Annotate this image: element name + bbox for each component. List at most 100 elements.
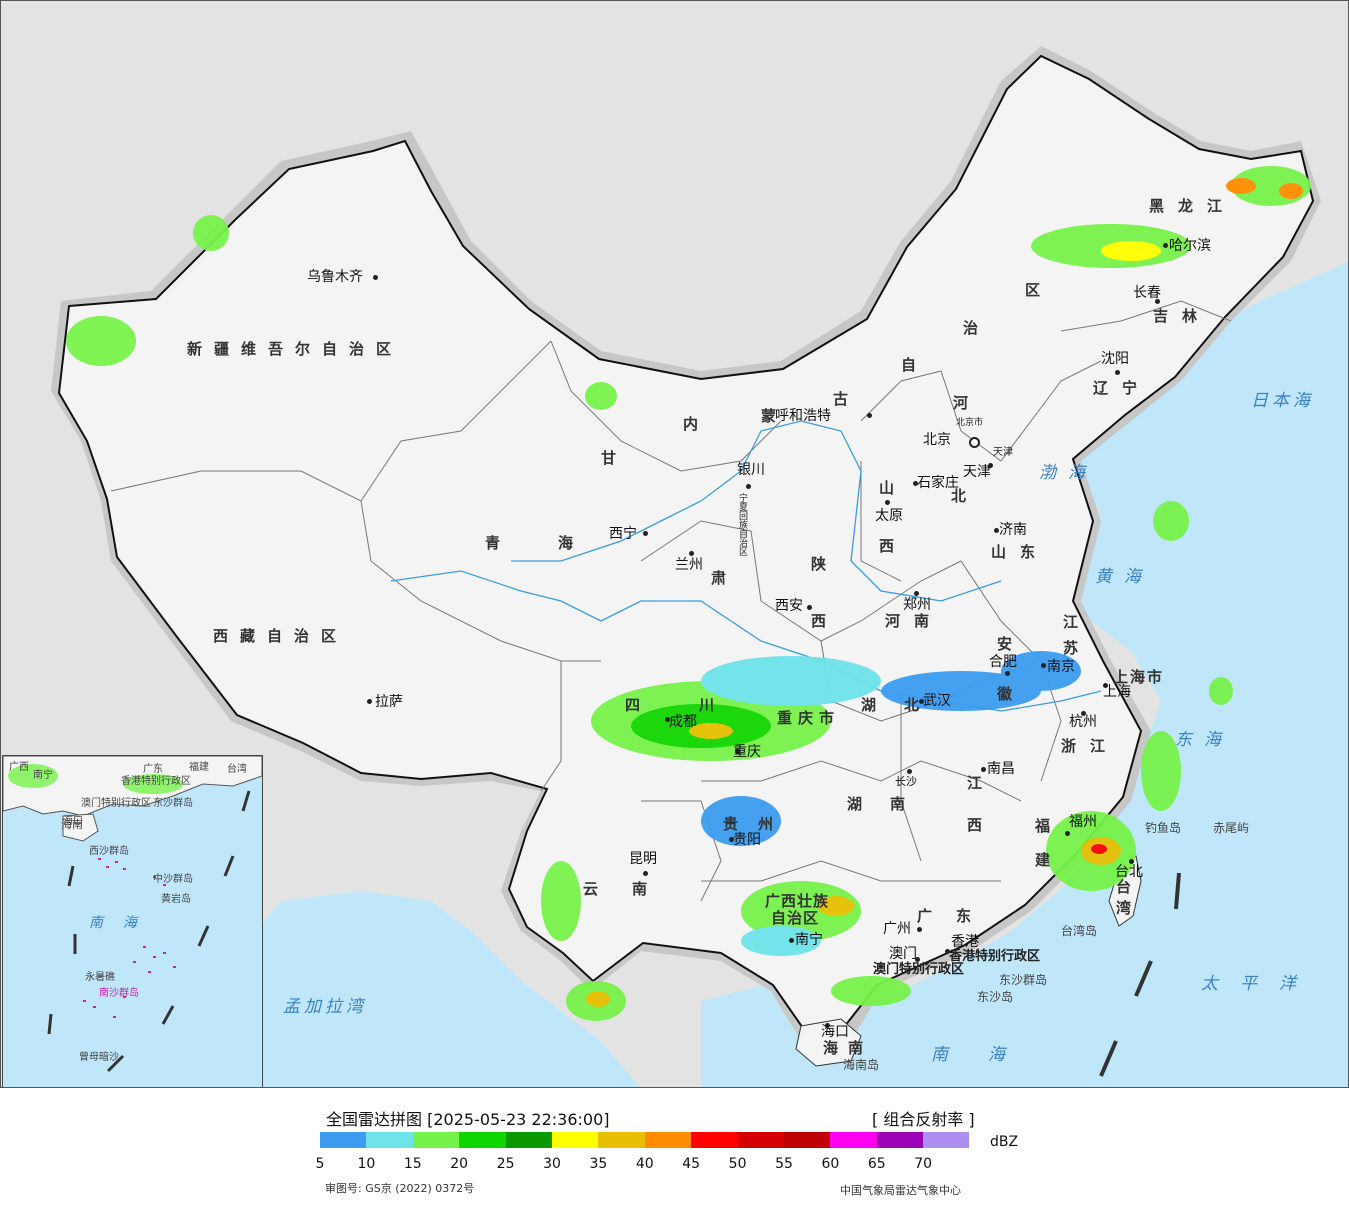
city-dot bbox=[735, 749, 740, 754]
city-xining: 西宁 bbox=[609, 526, 637, 542]
city-yinchuan: 银川 bbox=[737, 462, 765, 478]
sea-bengal: 孟加拉湾 bbox=[283, 997, 367, 1017]
region-hunan: 湖南 bbox=[847, 795, 934, 813]
city-lanzhou: 兰州 bbox=[675, 557, 703, 573]
city-nanchang: 南昌 bbox=[987, 761, 1015, 777]
city-beijing: 北京 bbox=[923, 432, 951, 448]
color-swatch bbox=[551, 1132, 599, 1148]
scale-tick-label: 10 bbox=[357, 1156, 376, 1172]
inset-guangdong: 广东 bbox=[143, 764, 163, 775]
city-dot bbox=[981, 767, 986, 772]
city-guangzhou: 广州 bbox=[883, 921, 911, 937]
city-jinan: 济南 bbox=[999, 522, 1027, 538]
region-hebei-2: 北 bbox=[951, 487, 981, 505]
region-ningxia: 宁夏回族自治区 bbox=[737, 493, 747, 556]
region-anhui-1: 安 bbox=[997, 635, 1027, 653]
city-dot bbox=[807, 605, 812, 610]
city-dot bbox=[1129, 859, 1134, 864]
region-jiangsu-1: 江 bbox=[1063, 613, 1093, 631]
sea-bohai: 渤海 bbox=[1039, 463, 1097, 483]
city-dot bbox=[917, 927, 922, 932]
city-dot bbox=[1065, 831, 1070, 836]
scale-tick-label: 35 bbox=[589, 1156, 608, 1172]
ocean-bengal bbox=[181, 891, 640, 1087]
inset-nansha: 南沙群岛 bbox=[99, 988, 139, 999]
legend-title: 全国雷达拼图 [2025-05-23 22:36:00] bbox=[326, 1110, 610, 1129]
region-jiangxi-2: 西 bbox=[967, 816, 997, 834]
city-guiyang: 贵阳 bbox=[733, 832, 761, 848]
inset-haikou: 海口 bbox=[63, 816, 83, 827]
region-qinghai-1: 青 bbox=[485, 534, 515, 552]
city-kunming: 昆明 bbox=[629, 851, 657, 867]
region-sichuan-2: 川 bbox=[699, 696, 729, 714]
inset-hk: 香港特别行政区 bbox=[121, 776, 191, 787]
inset-guangxi: 广西 bbox=[9, 762, 29, 773]
region-guizhou: 贵州 bbox=[723, 815, 794, 833]
city-chongqing: 重庆 bbox=[733, 744, 761, 760]
scale-tick-label: 5 bbox=[315, 1156, 325, 1172]
color-swatch bbox=[691, 1132, 738, 1148]
city-dot bbox=[1155, 299, 1160, 304]
region-jiangsu-2: 苏 bbox=[1063, 639, 1093, 657]
region-fujian-2: 建 bbox=[1035, 851, 1065, 869]
city-chengdu: 成都 bbox=[669, 714, 697, 730]
city-dot bbox=[1103, 683, 1108, 688]
city-dot bbox=[915, 957, 920, 962]
inset-xisha: 西沙群岛 bbox=[89, 846, 129, 857]
legend: 全国雷达拼图 [2025-05-23 22:36:00] [ 组合反射率 ] 5… bbox=[0, 1088, 1349, 1208]
color-swatch bbox=[737, 1132, 784, 1148]
region-hebei-1: 河 bbox=[953, 394, 983, 412]
region-taiwan: 台湾 bbox=[1114, 879, 1132, 921]
inset-nanning: 南宁 bbox=[33, 770, 53, 781]
scale-tick-label: 65 bbox=[867, 1156, 886, 1172]
color-swatch bbox=[598, 1132, 645, 1148]
color-swatch bbox=[505, 1132, 552, 1148]
city-changchun: 长春 bbox=[1133, 285, 1161, 301]
region-yunnan: 云南 bbox=[583, 880, 682, 898]
map-graphics bbox=[51, 46, 1348, 1087]
city-wuhan: 武汉 bbox=[923, 693, 951, 709]
region-fujian-1: 福 bbox=[1035, 817, 1065, 835]
radar-echoes bbox=[66, 166, 1311, 1021]
city-macau: 澳门 bbox=[889, 946, 917, 962]
region-chongqing: 重庆市 bbox=[777, 709, 841, 727]
inset-macau: 澳门特别行政区 bbox=[81, 798, 151, 809]
scale-tick-label: 60 bbox=[821, 1156, 840, 1172]
scale-tick-label: 50 bbox=[728, 1156, 747, 1172]
scale-tick-label: 15 bbox=[403, 1156, 422, 1172]
color-swatch bbox=[366, 1132, 413, 1148]
island-dongsha-group: 东沙群岛 bbox=[999, 973, 1048, 987]
sea-donghai: 东海 bbox=[1175, 730, 1233, 750]
color-scale-ticks: 5 10 15 20 25 30 35 40 45 50 55 60 65 70 bbox=[300, 1156, 980, 1172]
inset-huangyan: 黄岩岛 bbox=[161, 894, 191, 905]
ocean bbox=[701, 261, 1348, 1087]
region-shandong: 山东 bbox=[991, 543, 1050, 561]
city-dot bbox=[1115, 370, 1120, 375]
city-shenyang: 沈阳 bbox=[1101, 351, 1129, 367]
city-dot bbox=[367, 699, 372, 704]
city-dot bbox=[945, 949, 950, 954]
scale-tick-label: 40 bbox=[635, 1156, 654, 1172]
city-dot bbox=[867, 413, 872, 418]
color-swatch bbox=[320, 1132, 367, 1148]
region-sichuan-1: 四 bbox=[625, 696, 655, 714]
city-dot bbox=[1041, 663, 1046, 668]
region-henan: 河南 bbox=[885, 612, 944, 630]
city-dot bbox=[919, 699, 924, 704]
color-swatch bbox=[644, 1132, 692, 1148]
island-taiwan: 台湾岛 bbox=[1061, 924, 1098, 938]
city-dot bbox=[643, 531, 648, 536]
region-guangxi-2: 自治区 bbox=[771, 909, 820, 927]
taiwan-island bbox=[1108, 855, 1142, 927]
city-dot bbox=[1163, 243, 1168, 248]
city-shijiazhuang: 石家庄 bbox=[917, 475, 959, 491]
legend-unit: dBZ bbox=[990, 1134, 1019, 1150]
inset-zengmu: 曾母暗沙 bbox=[79, 1052, 119, 1063]
region-neimenggu-4: 自 bbox=[901, 356, 931, 374]
city-changsha: 长沙 bbox=[895, 775, 917, 788]
map-approval-number: 审图号: GS京 (2022) 0372号 bbox=[325, 1182, 475, 1195]
city-dot bbox=[1081, 711, 1086, 716]
region-hubei: 湖北 bbox=[861, 696, 948, 714]
region-xizang: 西藏自治区 bbox=[213, 627, 349, 645]
region-neimenggu-1: 内 bbox=[683, 415, 713, 433]
